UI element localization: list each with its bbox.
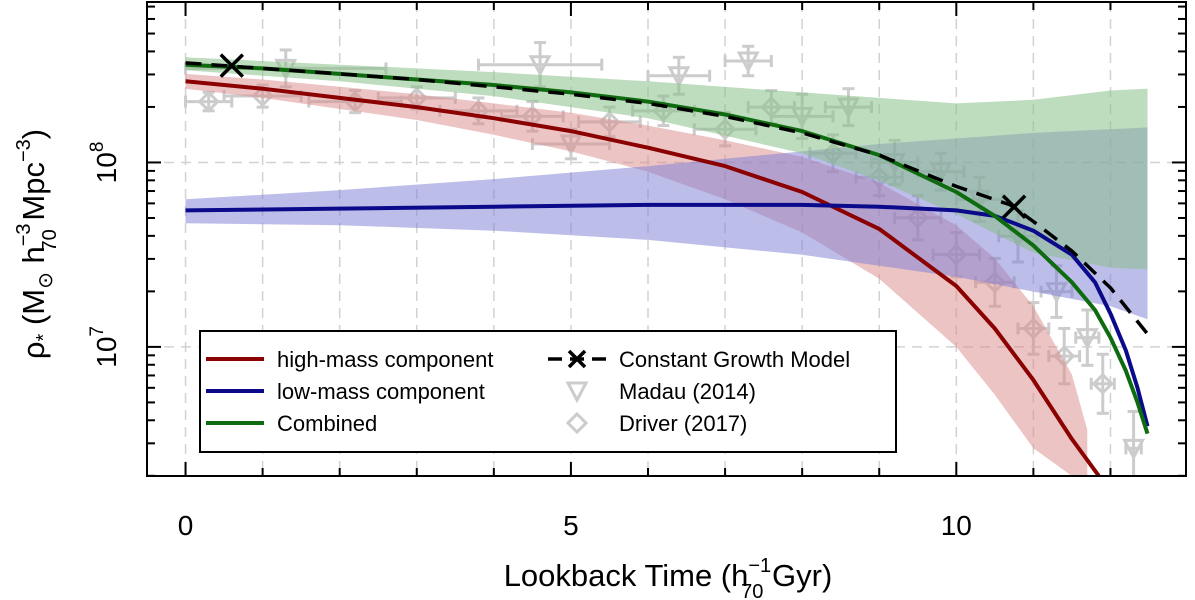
y-axis-title-close: ) <box>16 129 51 139</box>
svg-text:ρ* (M⊙ h−370 Mpc−3): ρ* (M⊙ h−3 70 Mpc−3) <box>13 129 61 359</box>
y-axis-title-mpc-sup: −3 <box>13 139 35 162</box>
y-tick-exponent: 7 <box>87 326 108 337</box>
y-tick-base: 10 <box>91 152 122 183</box>
legend-label-low-mass-component: low-mass component <box>277 379 485 404</box>
constant-growth-model-line <box>185 61 1151 337</box>
legend-box <box>199 330 897 453</box>
legend-triangle-icon <box>565 381 589 404</box>
y-tick-label: 108 <box>87 142 122 184</box>
y-tick-base: 10 <box>91 337 122 368</box>
madau-point <box>1075 328 1099 350</box>
combined-line <box>185 62 1150 435</box>
uncertainty-bands <box>185 57 1148 476</box>
legend-items: high-mass component low-mass component Com… <box>206 347 850 436</box>
x-tick-label: 0 <box>178 510 194 541</box>
y-axis-title-rho: ρ <box>16 341 51 359</box>
y-axis-title-h: h <box>16 246 51 272</box>
driver-point <box>197 90 220 113</box>
madau-point <box>528 55 552 77</box>
legend-label-combined: Combined <box>277 411 377 436</box>
high-mass-component-line <box>185 79 1101 476</box>
x-tick-label: 5 <box>563 510 579 541</box>
combined-band <box>185 57 1148 270</box>
madau-point <box>1122 438 1146 461</box>
y-axis-title-head: (M <box>16 289 51 334</box>
driver-point <box>1091 372 1114 395</box>
x-axis-title-tail: Gyr) <box>763 558 832 593</box>
plot-frame <box>146 1 1187 477</box>
madau-point <box>736 51 760 74</box>
legend: high-mass component low-mass component Com… <box>199 330 897 453</box>
madau-point <box>667 66 691 88</box>
constant-growth-marker <box>1001 194 1027 219</box>
x-tick-label: 10 <box>941 510 972 541</box>
x-axis-title-main: Lookback Time (h <box>504 558 749 593</box>
legend-label-high-mass-component: high-mass component <box>277 347 493 372</box>
high-mass-component-band <box>185 73 1088 476</box>
model-lines <box>185 53 1151 476</box>
x-axis-title-sub: 70 <box>741 581 763 600</box>
legend-label-madau-2014: Madau (2014) <box>619 379 756 404</box>
x-tick-labels: 0 5 10 <box>178 510 972 541</box>
y-axis-title: ρ* (M⊙ h−3 70 Mpc−3) <box>13 129 61 359</box>
y-axis-title-h-sub: 70 <box>39 229 61 251</box>
y-axis-title-rho-sub: * <box>33 333 55 341</box>
y-axis-title-sun: ⊙ <box>35 272 57 289</box>
legend-label-constant-growth-model: Constant Growth Model <box>619 347 850 372</box>
legend-label-driver-2017: Driver (2017) <box>619 411 747 436</box>
x-axis-title: Lookback Time (h−1 70 Gyr) <box>504 555 833 600</box>
y-tick-label-text: 107 <box>87 326 122 368</box>
y-tick-label-text: 108 <box>87 142 122 184</box>
legend-diamond-icon <box>565 411 589 435</box>
y-axis-title-mpc: Mpc <box>16 162 51 229</box>
y-tick-label: 107 <box>87 326 122 368</box>
y-axis-title-h-sup: −3 <box>13 223 35 246</box>
legend-x-marker <box>567 349 587 369</box>
constant-growth-marker <box>219 53 245 78</box>
x-axis-title-sup: −1 <box>748 555 771 577</box>
y-tick-exponent: 8 <box>87 142 108 153</box>
